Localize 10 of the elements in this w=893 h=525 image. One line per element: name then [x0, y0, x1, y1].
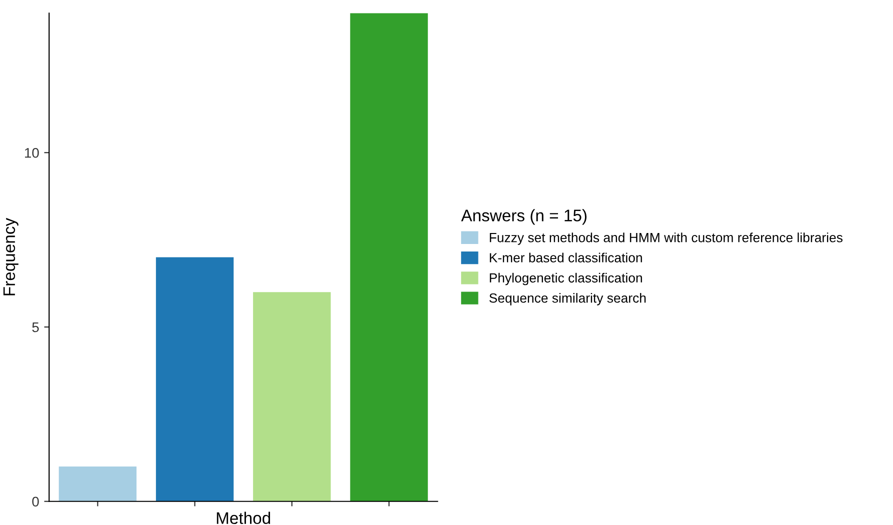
legend-title: Answers (n = 15)	[461, 209, 587, 225]
y-tick-label: 10	[25, 148, 39, 158]
legend-label: Phylogenetic classification	[490, 272, 642, 286]
y-tick-label: 5	[32, 322, 39, 332]
legend-label: Fuzzy set methods and HMM with custom reference libraries	[490, 232, 843, 245]
x-axis-title: Method	[216, 512, 270, 524]
legend-label: Sequence similarity search	[489, 293, 646, 306]
legend-label: K-mer based classification	[490, 252, 642, 262]
y-tick-label: 0	[32, 496, 39, 507]
y-axis-title: Frequency	[3, 218, 18, 296]
